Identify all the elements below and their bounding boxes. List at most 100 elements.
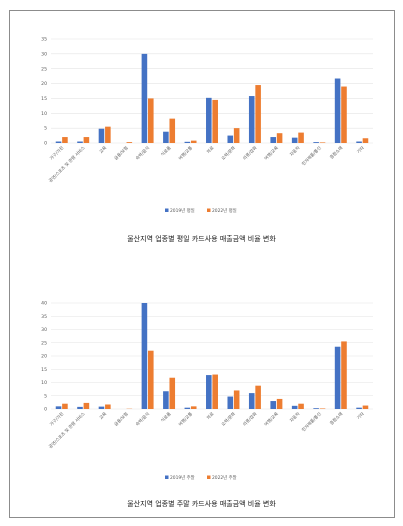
legend-swatch: [207, 208, 211, 212]
bar-series1: [55, 406, 62, 409]
bar-series2: [62, 137, 68, 143]
y-tick-label: 25: [41, 340, 47, 346]
legend-label: 2019년 평일: [170, 207, 195, 214]
bar-series2: [298, 403, 304, 409]
bar-series2: [341, 86, 347, 143]
bar-series1: [98, 128, 105, 143]
bar-series2: [148, 98, 154, 143]
bar-series1: [98, 406, 105, 409]
bar-series1: [334, 78, 341, 143]
x-tick-label: 식료품: [159, 144, 172, 157]
x-tick-label: 숙박/음식: [134, 144, 151, 161]
x-tick-label: 종합소매: [328, 410, 344, 426]
bar-series2: [148, 350, 154, 409]
chart-caption-weekend: 울산지역 업종별 주말 카드사용 매출금액 비율 변화: [127, 500, 276, 508]
y-tick-label: 15: [41, 96, 47, 102]
bar-series2: [212, 99, 218, 143]
bar-series2: [319, 408, 326, 409]
x-tick-label: 기타: [355, 410, 366, 421]
x-tick-label: 여행/교통: [177, 144, 194, 161]
chart-caption-weekday: 울산지역 업종별 평일 카드사용 매출금액 비율 변화: [127, 235, 276, 243]
x-tick-label: 오락/문화: [220, 144, 237, 161]
bar-series1: [313, 408, 319, 409]
bar-series1: [206, 375, 212, 409]
chart-panel-weekday: 0 5 10 15 20 25 30 35 가구/가전 공연/스포츠 및 관람 서비스 교육 금융/보…: [37, 25, 379, 225]
bar-series1: [77, 406, 83, 409]
bar-series1: [77, 141, 83, 143]
bar-series1: [227, 135, 234, 143]
bar-series1: [55, 141, 62, 143]
bar-series2: [255, 85, 261, 143]
bar-series2: [62, 403, 68, 409]
y-tick-label: 15: [41, 367, 47, 373]
bar-series1: [248, 393, 255, 409]
x-tick-label: 전자제품/통신: [300, 410, 323, 433]
bar-series2: [276, 398, 283, 409]
legend-swatch: [207, 475, 211, 479]
bar-series1: [141, 53, 148, 143]
bar-series2: [126, 142, 133, 143]
x-tick-label: 의료: [205, 410, 216, 421]
legend-swatch: [165, 208, 169, 212]
bar-series1: [291, 405, 298, 409]
x-tick-label: 교육: [98, 145, 108, 155]
bar-series1: [163, 391, 169, 409]
x-tick-label: 가구/가전: [48, 410, 65, 427]
y-tick-label: 10: [41, 111, 47, 117]
bar-series1: [270, 137, 276, 143]
bar-series2: [362, 405, 369, 409]
bar-series2: [105, 126, 111, 143]
x-tick-label: 오락/문화: [220, 410, 237, 427]
y-tick-label: 35: [41, 314, 47, 320]
chart-panel-weekend: 0 5 10 15 20 25 30 35 40 가구/가전 공연/스포츠 및 관람 서비스 교육 금융…: [37, 289, 379, 491]
x-tick-label: 교육: [98, 411, 108, 421]
legend-label: 2022년 평일: [212, 207, 237, 214]
y-tick-label: 5: [44, 393, 47, 399]
x-tick-label: 기타: [355, 144, 366, 155]
bar-series2: [83, 137, 90, 143]
x-tick-label: 전자제품/통신: [300, 144, 323, 167]
bar-series1: [141, 303, 148, 409]
bar-series1: [356, 407, 362, 409]
x-tick-label: 여행/교육: [263, 144, 280, 161]
x-tick-label: 여행/교통: [177, 410, 194, 427]
bar-series2: [169, 377, 176, 409]
bar-series2: [105, 404, 111, 409]
legend-label: 2019년 주말: [170, 474, 195, 481]
x-tick-label: 식료품: [159, 410, 172, 423]
y-tick-label: 0: [44, 141, 47, 147]
x-tick-label: 공연/스포츠 및 관람 서비스: [47, 144, 87, 184]
y-tick-label: 5: [44, 126, 47, 132]
bar-series2: [169, 118, 176, 143]
y-tick-label: 20: [41, 354, 47, 360]
bar-series2: [319, 142, 326, 143]
bar-series1: [291, 137, 298, 143]
y-tick-label: 35: [41, 37, 47, 43]
bar-series2: [212, 374, 218, 409]
y-tick-label: 10: [41, 380, 47, 386]
bar-series1: [334, 346, 341, 409]
legend-swatch: [165, 475, 169, 479]
x-tick-label: 여행/교육: [263, 410, 280, 427]
x-tick-label: 자동차: [288, 144, 301, 157]
bar-series2: [190, 406, 197, 409]
x-tick-label: 가구/가전: [48, 144, 65, 161]
bar-series1: [313, 142, 319, 143]
bar-series2: [190, 140, 197, 143]
x-tick-label: 의류/잡화: [241, 144, 258, 161]
x-tick-label: 의료: [205, 144, 216, 155]
y-tick-label: 40: [41, 301, 47, 307]
y-tick-label: 20: [41, 81, 47, 87]
x-tick-label: 금융/보험: [113, 145, 129, 161]
bar-series1: [163, 131, 169, 143]
bar-series2: [233, 390, 240, 409]
y-tick-label: 30: [41, 327, 47, 333]
bar-series2: [233, 128, 240, 143]
bar-series1: [184, 141, 191, 143]
bar-series1: [356, 141, 362, 143]
bar-series2: [83, 402, 90, 409]
bar-series2: [276, 133, 283, 143]
legend-label: 2022년 주말: [212, 474, 237, 481]
